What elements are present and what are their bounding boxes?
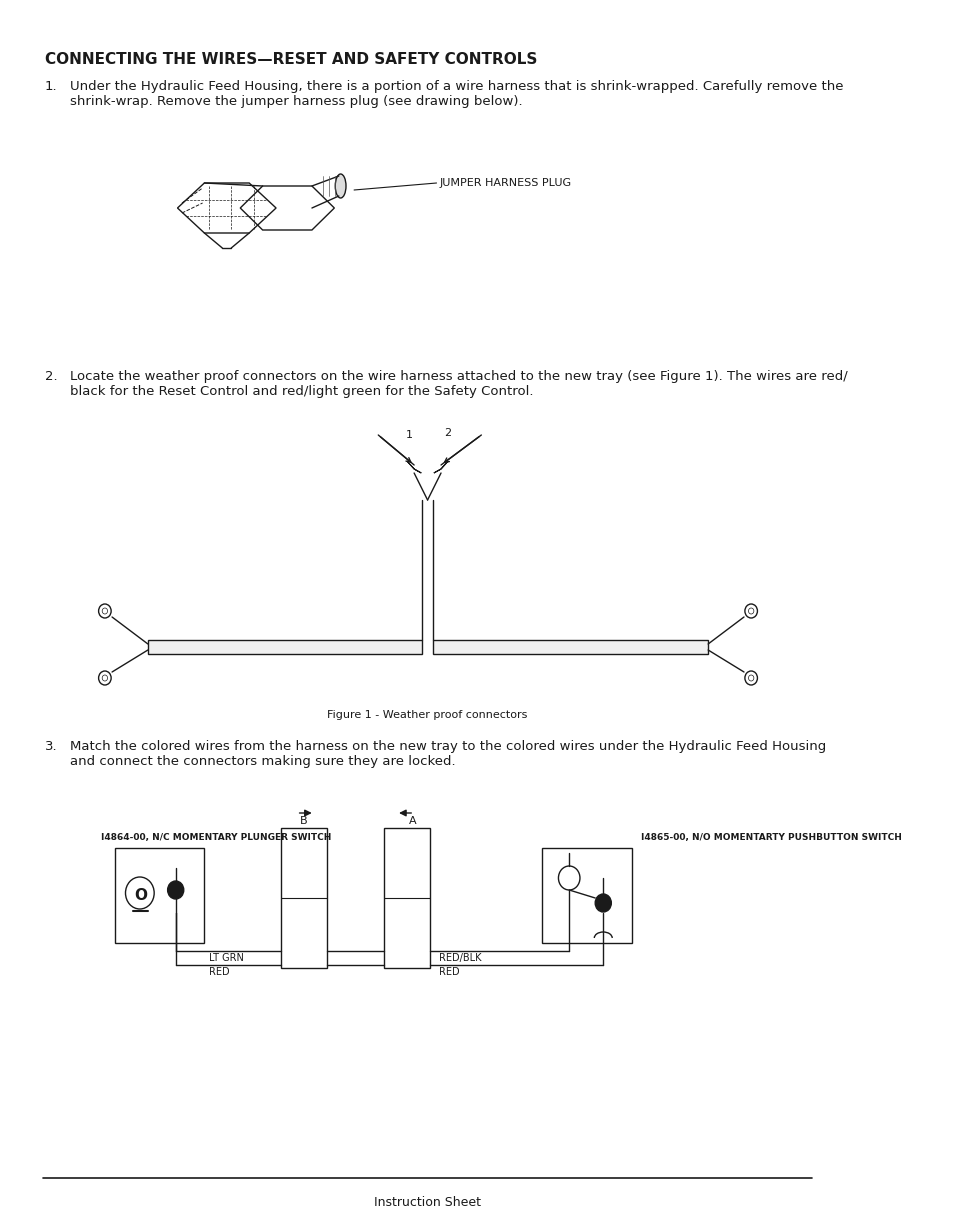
Bar — [383, 828, 430, 968]
Circle shape — [595, 894, 611, 912]
Bar — [114, 848, 204, 942]
Bar — [433, 639, 707, 654]
Text: RED: RED — [209, 967, 230, 977]
Circle shape — [168, 881, 184, 899]
Text: RED/BLK: RED/BLK — [438, 954, 481, 963]
Text: Under the Hydraulic Feed Housing, there is a portion of a wire harness that is s: Under the Hydraulic Feed Housing, there … — [70, 80, 842, 108]
Text: A: A — [408, 816, 416, 825]
Bar — [148, 639, 422, 654]
Text: 2.: 2. — [45, 370, 57, 383]
Text: Instruction Sheet: Instruction Sheet — [374, 1196, 480, 1209]
Text: Locate the weather proof connectors on the wire harness attached to the new tray: Locate the weather proof connectors on t… — [70, 370, 847, 398]
Text: I4864-00, N/C MOMENTARY PLUNGER SWITCH: I4864-00, N/C MOMENTARY PLUNGER SWITCH — [101, 833, 332, 841]
Text: I4865-00, N/O MOMENTARTY PUSHBUTTON SWITCH: I4865-00, N/O MOMENTARTY PUSHBUTTON SWIT… — [640, 833, 901, 841]
Text: 3.: 3. — [45, 740, 57, 753]
Bar — [541, 848, 631, 942]
Text: CONNECTING THE WIRES—RESET AND SAFETY CONTROLS: CONNECTING THE WIRES—RESET AND SAFETY CO… — [45, 52, 537, 67]
Text: Figure 1 - Weather proof connectors: Figure 1 - Weather proof connectors — [327, 710, 527, 719]
Text: 1: 1 — [406, 430, 413, 440]
Text: 2: 2 — [443, 428, 451, 439]
Text: JUMPER HARNESS PLUG: JUMPER HARNESS PLUG — [438, 177, 571, 188]
Bar — [280, 828, 327, 968]
Text: RED: RED — [438, 967, 459, 977]
Text: O: O — [134, 888, 148, 903]
Text: LT GRN: LT GRN — [209, 954, 243, 963]
Ellipse shape — [335, 174, 346, 198]
Text: Match the colored wires from the harness on the new tray to the colored wires un: Match the colored wires from the harness… — [70, 740, 825, 768]
Text: 1.: 1. — [45, 80, 57, 92]
Text: B: B — [299, 816, 307, 825]
